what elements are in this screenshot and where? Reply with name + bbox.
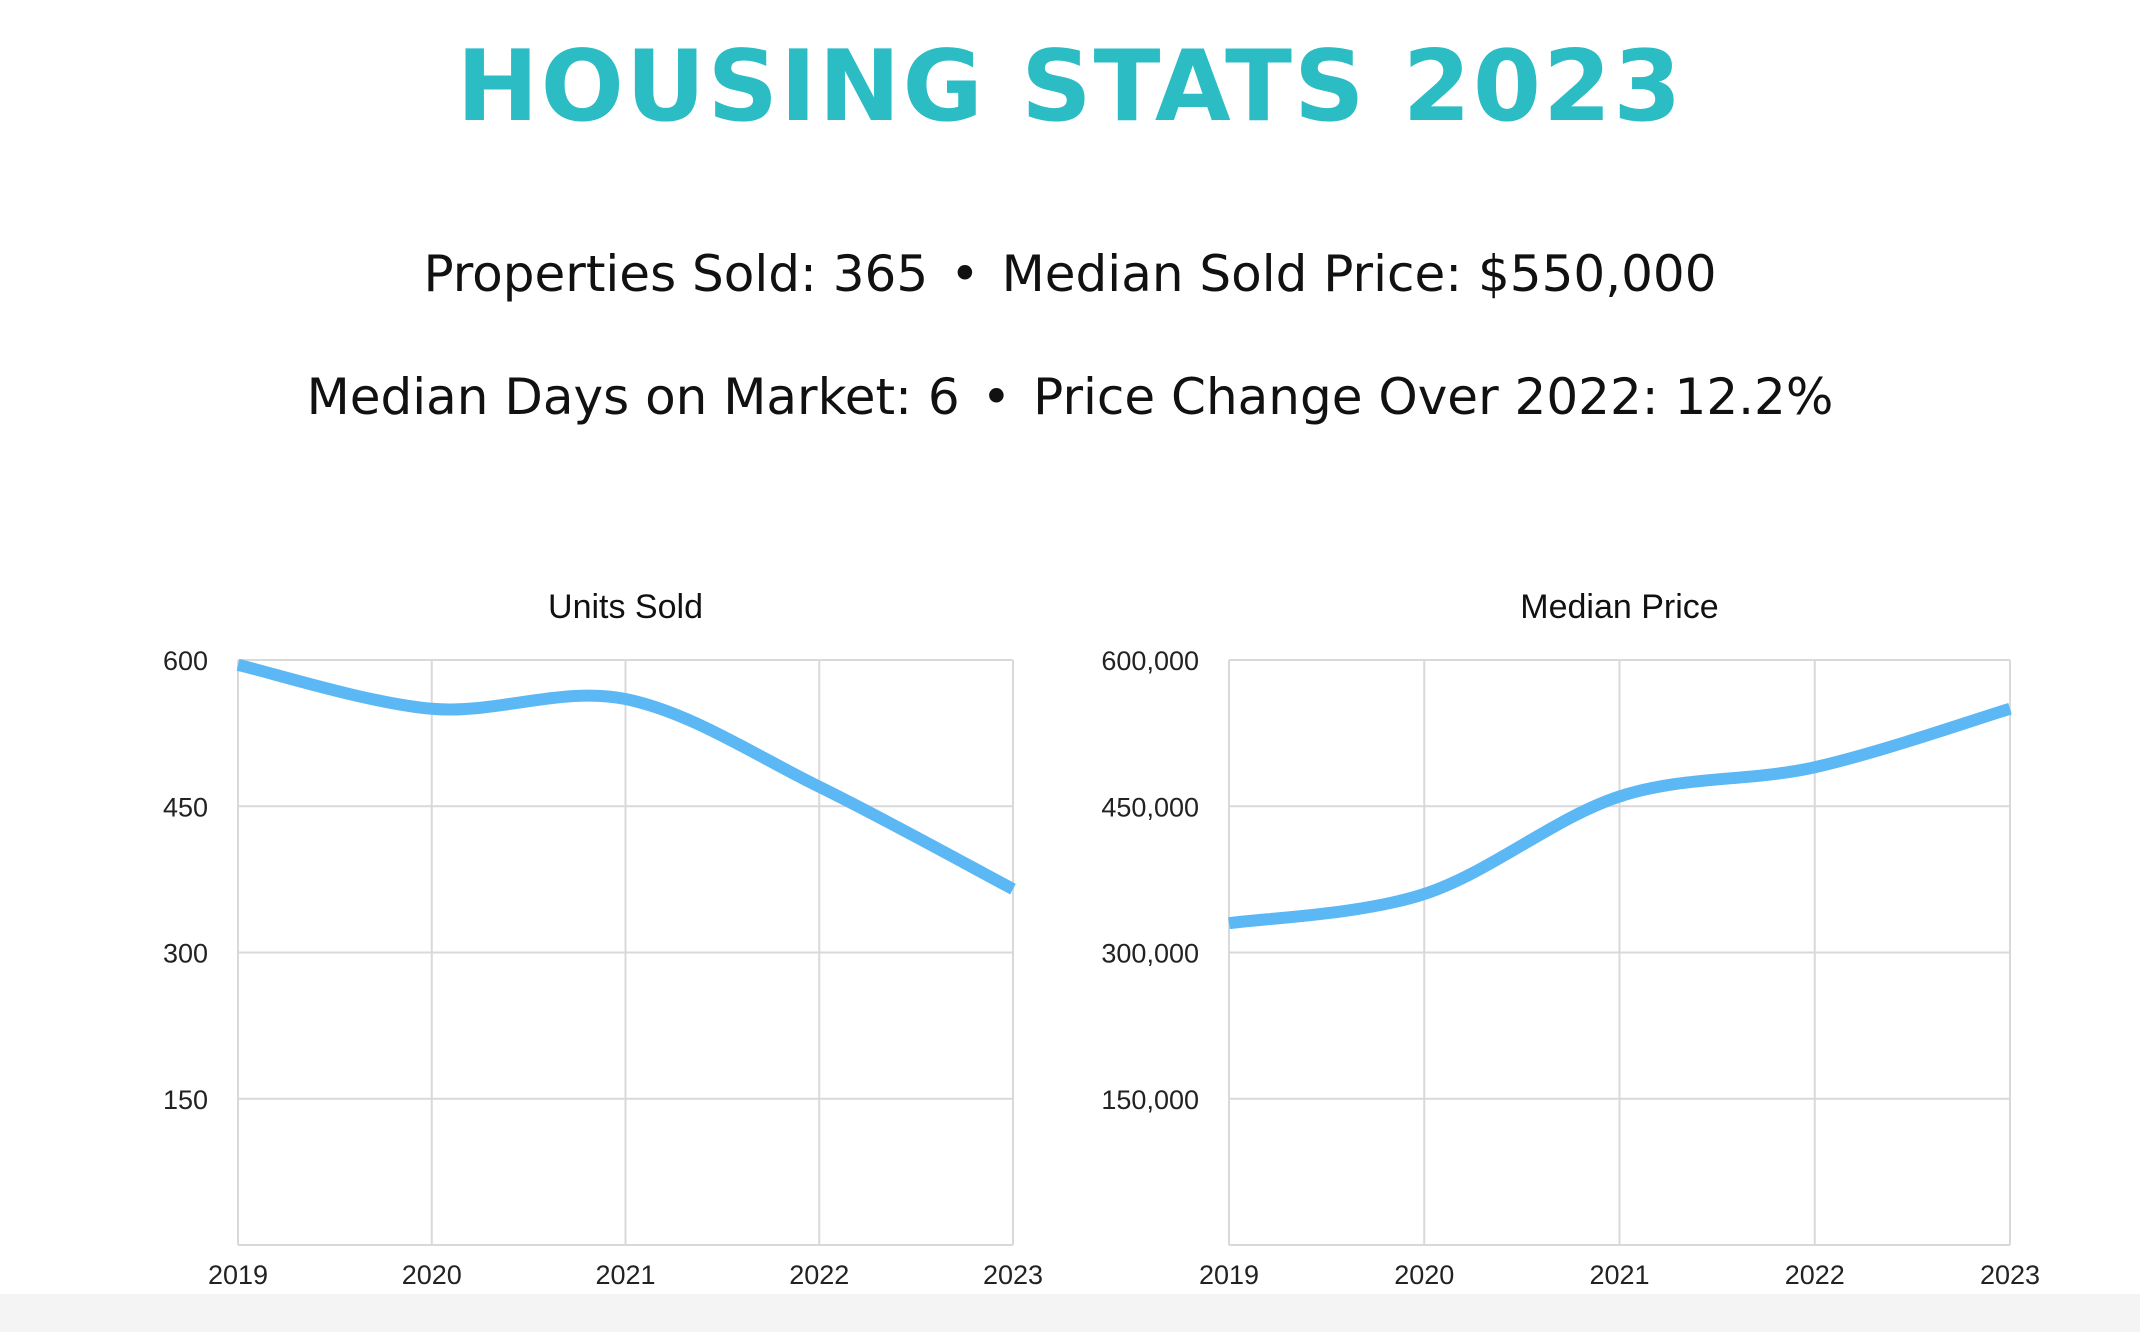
units-x-tick-label: 2023 [983, 1260, 1043, 1290]
page-title: HOUSING STATS 2023 [456, 30, 1684, 144]
stats-line-2: Median Days on Market: 6 • Price Change Ov… [0, 368, 2140, 426]
units-x-tick-label: 2020 [402, 1260, 462, 1290]
stats-line-1: Properties Sold: 365 • Median Sold Price: … [0, 245, 2140, 303]
footer-bar [0, 1294, 2140, 1332]
stat-separator: • [981, 368, 1012, 426]
price-x-tick-label: 2020 [1394, 1260, 1454, 1290]
units-chart-title: Units Sold [548, 588, 703, 626]
properties-sold-stat: Properties Sold: 365 [423, 245, 929, 303]
price-y-tick-label: 600,000 [1101, 646, 1199, 676]
price-y-tick-label: 150,000 [1101, 1085, 1199, 1115]
units-y-tick-label: 300 [163, 939, 208, 969]
units-y-tick-label: 600 [163, 646, 208, 676]
units-x-tick-label: 2022 [789, 1260, 849, 1290]
price-chart-title: Median Price [1520, 588, 1718, 626]
price-y-tick-label: 450,000 [1101, 792, 1199, 822]
price-series-line [1228, 703, 2012, 930]
units-y-tick-label: 150 [163, 1085, 208, 1115]
units-x-tick-label: 2019 [208, 1260, 268, 1290]
price-y-tick-label: 300,000 [1101, 939, 1199, 969]
stat-separator: • [950, 245, 980, 303]
median-sold-price-stat: Median Sold Price: $550,000 [1001, 245, 1717, 303]
units-y-tick-label: 450 [163, 792, 208, 822]
price-x-tick-label: 2023 [1980, 1260, 2040, 1290]
price-change-stat: Price Change Over 2022: 12.2% [1033, 368, 1834, 426]
units-series-line [236, 659, 1016, 895]
price-x-tick-label: 2019 [1199, 1260, 1259, 1290]
price-x-tick-label: 2022 [1785, 1260, 1845, 1290]
price-x-tick-label: 2021 [1589, 1260, 1649, 1290]
units-sold-chart: Units Sold 150 300 450 600 2019 2020 2021 2022 20… [163, 588, 1043, 1290]
median-days-stat: Median Days on Market: 6 [306, 368, 960, 426]
units-x-tick-label: 2021 [595, 1260, 655, 1290]
